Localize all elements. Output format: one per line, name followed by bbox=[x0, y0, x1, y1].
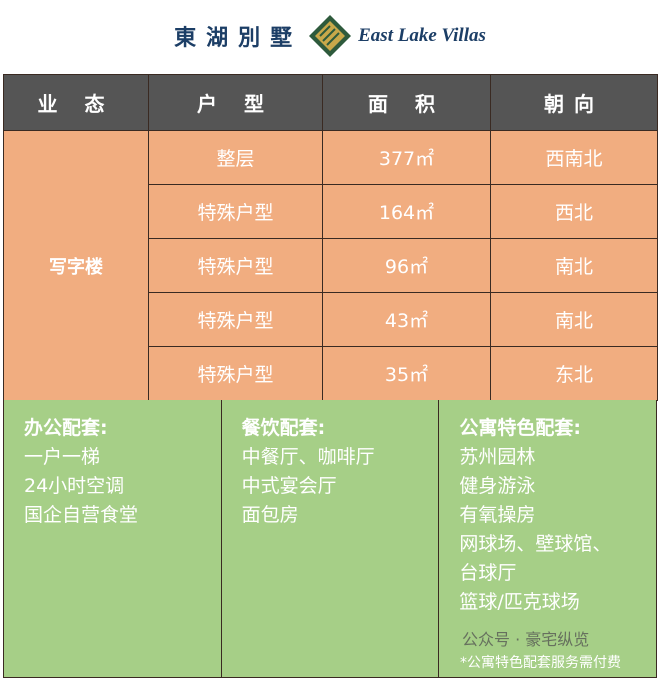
amenity-item: 苏州园林 bbox=[459, 446, 536, 468]
table-row: 特殊户型 164㎡ 西北 bbox=[4, 184, 658, 239]
area-cell: 96㎡ bbox=[322, 238, 491, 293]
area-cell: 35㎡ bbox=[322, 346, 491, 401]
amenity-item: 面包房 bbox=[241, 504, 299, 526]
orientation-cell: 南北 bbox=[490, 292, 658, 347]
property-type: 写字楼 bbox=[3, 130, 149, 401]
orientation-cell: 西南北 bbox=[490, 130, 658, 185]
amenity-title: 办公配套: bbox=[24, 417, 108, 439]
table-row: 特殊户型 35㎡ 东北 bbox=[4, 346, 658, 401]
amenity-title: 公寓特色配套: bbox=[459, 417, 581, 439]
unit-cell: 特殊户型 bbox=[148, 238, 323, 293]
header-orientation: 朝向 bbox=[490, 74, 658, 131]
orientation-cell: 东北 bbox=[490, 346, 658, 401]
table-row: 特殊户型 43㎡ 南北 bbox=[4, 292, 658, 347]
table-row: 特殊户型 96㎡ 南北 bbox=[4, 238, 658, 293]
amenity-item: 一户一梯 bbox=[24, 446, 101, 468]
orientation-cell: 西北 bbox=[490, 184, 658, 239]
logo-diamond-icon bbox=[309, 15, 352, 57]
area-cell: 164㎡ bbox=[322, 184, 491, 239]
table-row: 写字楼 整层 377㎡ 西南北 bbox=[3, 130, 658, 401]
office-amenities: 办公配套: 一户一梯 24小时空调 国企自营食堂 bbox=[4, 400, 222, 677]
amenity-item: 健身游泳 bbox=[459, 475, 536, 497]
area-cell: 377㎡ bbox=[322, 130, 491, 185]
logo-chinese: 東湖別墅 bbox=[174, 25, 303, 51]
amenity-item: 中式宴会厅 bbox=[241, 475, 337, 497]
fee-note: *公寓特色配套服务需付费 bbox=[460, 655, 621, 671]
amenity-item: 中餐厅、咖啡厅 bbox=[241, 446, 375, 468]
unit-cell: 整层 bbox=[148, 130, 323, 185]
header-type: 业 态 bbox=[3, 74, 149, 131]
logo: 東湖別墅 East Lake Villas bbox=[0, 10, 660, 62]
orientation-cell: 南北 bbox=[490, 238, 658, 293]
logo-english: East Lake Villas bbox=[358, 25, 486, 46]
amenity-item: 网球场、壁球馆、 bbox=[459, 533, 612, 555]
unit-table: 业 态 户 型 面 积 朝向 写字楼 整层 377㎡ 西南北 特殊户型 164㎡… bbox=[3, 74, 658, 401]
header-row: 业 态 户 型 面 积 朝向 bbox=[3, 74, 658, 131]
header-unit: 户 型 bbox=[148, 74, 323, 131]
unit-cell: 特殊户型 bbox=[148, 346, 323, 401]
amenity-item: 24小时空调 bbox=[24, 475, 125, 497]
header-area: 面 积 bbox=[322, 74, 491, 131]
amenity-item: 台球厅 bbox=[459, 562, 517, 584]
area-cell: 43㎡ bbox=[322, 292, 491, 347]
unit-cell: 特殊户型 bbox=[148, 184, 323, 239]
amenity-item: 国企自营食堂 bbox=[24, 504, 139, 526]
dining-amenities: 餐饮配套: 中餐厅、咖啡厅 中式宴会厅 面包房 bbox=[222, 400, 440, 677]
amenities-section: 办公配套: 一户一梯 24小时空调 国企自营食堂 餐饮配套: 中餐厅、咖啡厅 中… bbox=[3, 400, 657, 678]
apartment-amenities: 公寓特色配套: 苏州园林 健身游泳 有氧操房 网球场、壁球馆、 台球厅 篮球/匹… bbox=[439, 400, 656, 677]
watermark: 公众号 · 豪宅纵览 bbox=[462, 630, 590, 649]
amenity-title: 餐饮配套: bbox=[241, 417, 326, 439]
amenity-item: 篮球/匹克球场 bbox=[459, 591, 580, 613]
unit-cell: 特殊户型 bbox=[148, 292, 323, 347]
amenity-item: 有氧操房 bbox=[459, 504, 536, 526]
